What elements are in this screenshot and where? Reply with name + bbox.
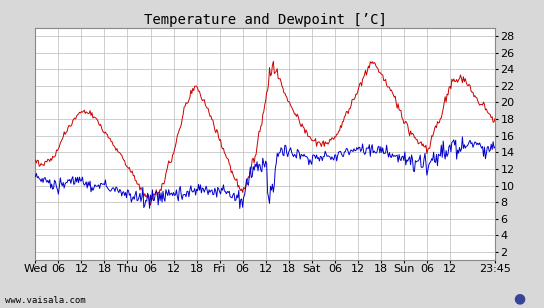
Title: Temperature and Dewpoint [’C]: Temperature and Dewpoint [’C] [144,13,387,26]
Text: ●: ● [514,291,526,305]
Text: www.vaisala.com: www.vaisala.com [5,296,86,305]
